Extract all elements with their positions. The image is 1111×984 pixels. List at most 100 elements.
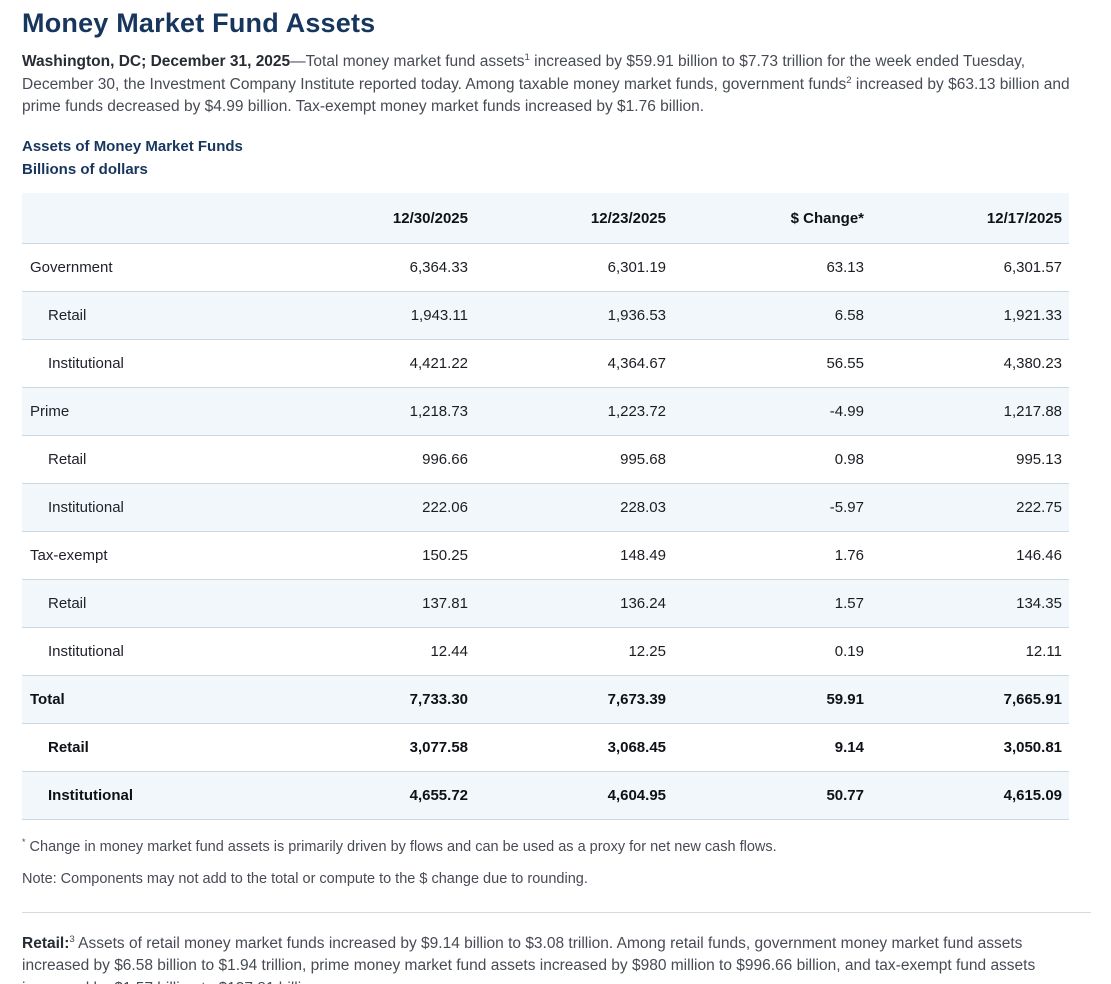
- table-row-prime: Prime 1,218.73 1,223.72 -4.99 1,217.88: [22, 387, 1069, 435]
- cell-value: 7,665.91: [1003, 690, 1062, 708]
- cell-value: 1.57: [834, 594, 864, 612]
- retail-paragraph-text: Assets of retail money market funds incr…: [22, 934, 1036, 984]
- footnote-change: * Change in money market fund assets is …: [22, 837, 1091, 858]
- cell-value: 1,217.88: [1003, 402, 1062, 420]
- asterisk-marker: *: [22, 836, 26, 847]
- cell-value: 136.24: [620, 594, 666, 612]
- column-header-date-2: 12/23/2025: [590, 209, 666, 227]
- footnote-note: Note: Components may not add to the tota…: [22, 870, 588, 887]
- table-row-total-institutional: Institutional 4,655.72 4,604.95 50.77 4,…: [22, 771, 1069, 819]
- cell-value: -4.99: [829, 402, 864, 420]
- column-header-date-3: 12/17/2025: [986, 209, 1062, 227]
- cell-value: 6,301.19: [607, 258, 666, 276]
- cell-value: 4,615.09: [1003, 786, 1062, 804]
- cell-value: 59.91: [826, 690, 864, 708]
- cell-value: 228.03: [620, 498, 666, 516]
- page-title: Money Market Fund Assets: [22, 8, 376, 38]
- cell-value: 222.75: [1016, 498, 1062, 516]
- cell-value: 6,364.33: [409, 258, 468, 276]
- table-row-government: Government 6,364.33 6,301.19 63.13 6,301…: [22, 243, 1069, 291]
- column-header-date-1: 12/30/2025: [392, 209, 468, 227]
- intro-seg1: —Total money market fund assets: [290, 53, 525, 70]
- cell-value: 137.81: [422, 594, 468, 612]
- footnote-ref-2: 2: [846, 74, 852, 86]
- assets-table: 12/30/2025 12/23/2025 $ Change* 12/17/20…: [22, 192, 1069, 820]
- intro-paragraph: Washington, DC; December 31, 2025—Total …: [22, 51, 1091, 119]
- table-row-government-retail: Retail 1,943.11 1,936.53 6.58 1,921.33: [22, 291, 1069, 339]
- cell-value: 12.25: [628, 642, 666, 660]
- cell-value: 1,223.72: [607, 402, 666, 420]
- intro-seg2: increased by $59.91 billion to $7.73 tri…: [22, 53, 1026, 93]
- table-caption-subtitle: Billions of dollars: [22, 160, 148, 178]
- retail-paragraph: Retail:3 Assets of retail money market f…: [22, 933, 1091, 984]
- row-label: Tax-exempt: [30, 546, 108, 564]
- cell-value: 6,301.57: [1003, 258, 1062, 276]
- cell-value: 4,655.72: [409, 786, 468, 804]
- row-label: Retail: [48, 450, 87, 468]
- row-label: Total: [30, 690, 65, 708]
- cell-value: 7,733.30: [409, 690, 468, 708]
- cell-value: 4,380.23: [1003, 354, 1062, 372]
- table-row-tax-exempt-institutional: Institutional 12.44 12.25 0.19 12.11: [22, 627, 1069, 675]
- cell-value: 146.46: [1016, 546, 1062, 564]
- cell-value: 4,364.67: [607, 354, 666, 372]
- intro-seg3: increased by $63.13 billion and prime fu…: [22, 75, 1070, 116]
- cell-value: 996.66: [422, 450, 468, 468]
- cell-value: 63.13: [826, 258, 864, 276]
- cell-value: 9.14: [834, 738, 864, 756]
- table-row-total-retail: Retail 3,077.58 3,068.45 9.14 3,050.81: [22, 723, 1069, 771]
- cell-value: 1,218.73: [409, 402, 468, 420]
- cell-value: 222.06: [422, 498, 468, 516]
- row-label: Institutional: [48, 354, 124, 372]
- cell-value: 1,943.11: [410, 306, 468, 324]
- cell-value: -5.97: [829, 498, 864, 516]
- cell-value: 7,673.39: [607, 690, 666, 708]
- cell-value: 150.25: [422, 546, 468, 564]
- cell-value: 995.13: [1016, 450, 1062, 468]
- table-row-total: Total 7,733.30 7,673.39 59.91 7,665.91: [22, 675, 1069, 723]
- cell-value: 4,604.95: [607, 786, 666, 804]
- row-label: Retail: [48, 594, 87, 612]
- row-label: Institutional: [48, 498, 124, 516]
- cell-value: 3,068.45: [607, 738, 666, 756]
- row-label: Retail: [48, 306, 87, 324]
- retail-paragraph-lead: Retail:: [22, 934, 70, 952]
- cell-value: 50.77: [826, 786, 864, 804]
- cell-value: 12.11: [1025, 642, 1062, 660]
- cell-value: 1.76: [834, 546, 864, 564]
- cell-value: 12.44: [430, 642, 468, 660]
- footnote-ref-3: 3: [69, 933, 75, 945]
- cell-value: 1,936.53: [607, 306, 666, 324]
- cell-value: 6.58: [834, 306, 864, 324]
- table-caption: Assets of Money Market Funds Billions of…: [22, 135, 1091, 181]
- table-row-prime-institutional: Institutional 222.06 228.03 -5.97 222.75: [22, 483, 1069, 531]
- footnote-ref-1: 1: [524, 51, 530, 63]
- table-caption-title: Assets of Money Market Funds: [22, 137, 243, 155]
- table-row-prime-retail: Retail 996.66 995.68 0.98 995.13: [22, 435, 1069, 483]
- row-label: Institutional: [48, 642, 124, 660]
- cell-value: 995.68: [620, 450, 666, 468]
- row-label: Institutional: [48, 786, 133, 804]
- cell-value: 148.49: [620, 546, 666, 564]
- column-header-blank: [22, 193, 277, 244]
- cell-value: 0.98: [834, 450, 864, 468]
- cell-value: 3,077.58: [409, 738, 468, 756]
- cell-value: 134.35: [1016, 594, 1062, 612]
- cell-value: 4,421.22: [409, 354, 468, 372]
- table-row-tax-exempt-retail: Retail 137.81 136.24 1.57 134.35: [22, 579, 1069, 627]
- cell-value: 3,050.81: [1003, 738, 1062, 756]
- table-header-row: 12/30/2025 12/23/2025 $ Change* 12/17/20…: [22, 192, 1069, 244]
- section-divider: [22, 911, 1091, 913]
- row-label: Government: [30, 258, 113, 276]
- table-row-government-institutional: Institutional 4,421.22 4,364.67 56.55 4,…: [22, 339, 1069, 387]
- row-label: Prime: [30, 402, 70, 420]
- row-label: Retail: [48, 738, 89, 756]
- cell-value: 0.19: [834, 642, 864, 660]
- dateline: Washington, DC; December 31, 2025: [22, 53, 291, 70]
- table-row-tax-exempt: Tax-exempt 150.25 148.49 1.76 146.46: [22, 531, 1069, 579]
- cell-value: 1,921.33: [1003, 306, 1062, 324]
- column-header-change: $ Change*: [790, 209, 864, 227]
- cell-value: 56.55: [826, 354, 864, 372]
- footnote-change-text: Change in money market fund assets is pr…: [25, 838, 777, 855]
